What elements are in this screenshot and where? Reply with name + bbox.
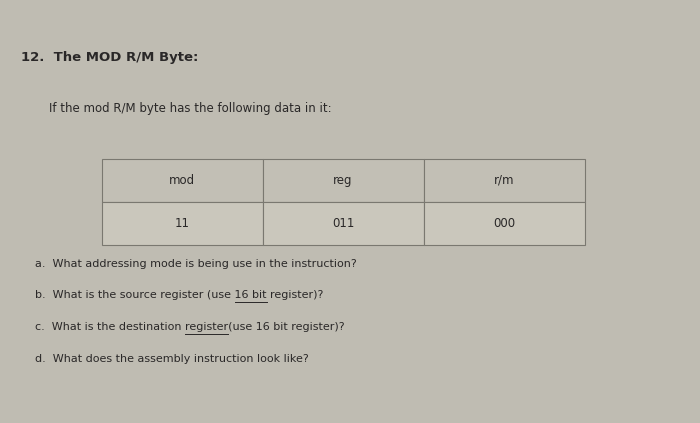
Bar [102, 202, 262, 245]
Bar [262, 159, 424, 202]
Bar [424, 159, 584, 202]
Text: b.  What is the source register (use 16 bit register)?: b. What is the source register (use 16 b… [35, 290, 323, 300]
Text: 011: 011 [332, 217, 354, 230]
Text: r/m: r/m [494, 174, 514, 187]
Text: reg: reg [333, 174, 353, 187]
Text: c.  What is the destination register(use 16 bit register)?: c. What is the destination register(use … [35, 322, 344, 332]
Text: a.  What addressing mode is being use in the instruction?: a. What addressing mode is being use in … [35, 258, 357, 269]
Text: 000: 000 [493, 217, 515, 230]
Text: d.  What does the assembly instruction look like?: d. What does the assembly instruction lo… [35, 354, 309, 364]
Text: If the mod R/M byte has the following data in it:: If the mod R/M byte has the following da… [49, 102, 332, 115]
Bar [424, 202, 584, 245]
Text: 11: 11 [174, 217, 190, 230]
Bar [262, 202, 424, 245]
Text: 12.  The MOD R/M Byte:: 12. The MOD R/M Byte: [21, 51, 198, 64]
Bar [102, 159, 262, 202]
Text: mod: mod [169, 174, 195, 187]
